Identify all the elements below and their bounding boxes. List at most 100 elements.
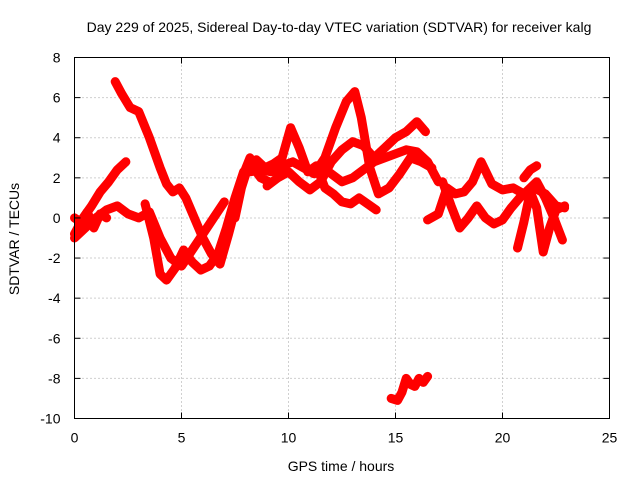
data-point	[410, 382, 419, 391]
data-point	[76, 217, 85, 226]
grid	[74, 57, 610, 419]
data-point	[434, 209, 443, 218]
data-point	[519, 173, 528, 182]
data-point	[96, 209, 105, 218]
data-point	[231, 213, 239, 222]
data-point	[412, 117, 421, 126]
x-tick-label: 15	[388, 430, 404, 446]
y-tick-label: 2	[53, 170, 61, 186]
y-tick-label: 0	[53, 210, 61, 226]
data-point	[423, 157, 432, 166]
x-tick-label: 10	[281, 430, 297, 446]
data-point	[145, 133, 154, 142]
data-point	[423, 372, 432, 381]
y-tick-label: 4	[53, 130, 61, 146]
data-point	[507, 203, 516, 212]
data-point	[421, 127, 430, 136]
data-point	[245, 167, 254, 176]
data-point	[519, 217, 528, 226]
data-point	[156, 163, 165, 172]
data-point	[89, 223, 98, 232]
data-point	[175, 183, 184, 192]
data-point	[278, 161, 287, 170]
data-point	[541, 193, 550, 202]
series-track-a	[110, 77, 255, 269]
ticks: 0 5 10 15 20 25 -10 -8 -6 -4 -2 0 2 4 6 8	[40, 50, 617, 446]
data-point	[188, 246, 197, 255]
data-point	[256, 165, 265, 174]
data-point	[513, 244, 522, 253]
data-point	[391, 149, 400, 158]
data-point	[190, 213, 199, 222]
data-point	[532, 177, 541, 186]
data-point	[338, 177, 346, 186]
data-point	[342, 97, 351, 106]
data-point	[179, 246, 188, 255]
data-point	[355, 193, 364, 202]
data-point	[134, 107, 143, 116]
data-point	[363, 199, 372, 208]
data-point	[162, 276, 171, 285]
data-point	[385, 183, 394, 192]
data-point	[338, 197, 346, 206]
data-point	[472, 201, 481, 210]
data-point	[305, 185, 314, 194]
data-point	[329, 189, 338, 198]
y-tick-label: -10	[40, 411, 60, 427]
series-group	[70, 77, 570, 405]
data-point	[447, 201, 456, 210]
data-point	[295, 177, 304, 186]
data-point	[498, 185, 507, 194]
data-point	[357, 113, 366, 122]
x-tick-label: 5	[178, 430, 186, 446]
series-track-f	[230, 123, 381, 223]
data-point	[464, 213, 473, 222]
data-point	[316, 161, 325, 170]
data-point	[395, 169, 404, 178]
data-point	[419, 378, 428, 387]
data-point	[113, 201, 122, 210]
data-point	[498, 215, 507, 224]
data-point	[348, 137, 357, 146]
data-point	[327, 157, 336, 166]
data-point	[96, 187, 105, 196]
data-point	[273, 173, 282, 182]
data-point	[320, 183, 329, 192]
data-point	[391, 133, 400, 142]
data-point	[299, 163, 308, 172]
data-point	[188, 258, 197, 267]
series-track-n	[386, 371, 433, 405]
data-point	[459, 187, 468, 196]
data-point	[286, 123, 295, 132]
data-point	[196, 266, 205, 275]
plot-frame	[74, 57, 610, 419]
data-point	[267, 167, 276, 176]
data-point	[102, 213, 111, 222]
x-tick-label: 0	[71, 430, 79, 446]
data-point	[213, 250, 222, 259]
data-point	[87, 201, 96, 210]
data-point	[532, 203, 541, 212]
data-point	[532, 161, 541, 170]
data-point	[320, 153, 329, 162]
data-point	[149, 234, 158, 242]
data-point	[284, 167, 293, 176]
data-point	[156, 270, 165, 279]
data-point	[387, 394, 396, 403]
data-point	[81, 223, 90, 232]
data-point	[359, 165, 368, 174]
data-point	[455, 223, 464, 232]
data-point	[515, 193, 524, 202]
data-point	[350, 87, 359, 96]
data-point	[216, 260, 225, 269]
y-tick-label: -8	[48, 370, 61, 386]
data-point	[526, 165, 535, 174]
data-point	[423, 215, 432, 224]
data-point	[372, 205, 381, 214]
data-point	[237, 183, 246, 192]
data-point	[166, 254, 175, 263]
data-point	[481, 213, 490, 222]
data-point	[468, 177, 477, 186]
data-point	[489, 219, 498, 228]
series-track-l	[513, 187, 570, 257]
